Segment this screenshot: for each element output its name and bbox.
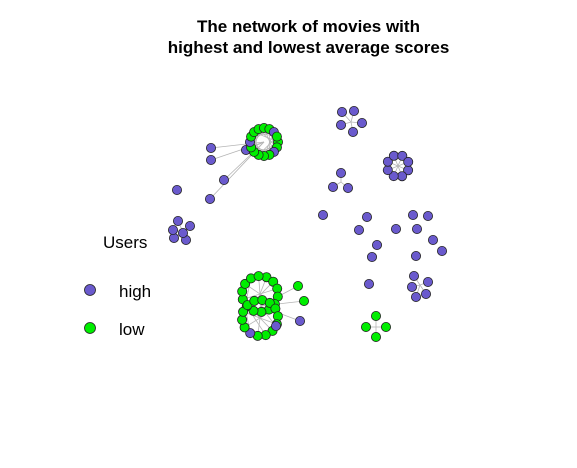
legend-marker-high: [84, 284, 96, 296]
high-user-node: [172, 215, 183, 226]
high-user-node: [420, 288, 431, 299]
high-user-node: [388, 171, 399, 182]
low-user-node: [370, 331, 381, 342]
high-user-node: [397, 171, 408, 182]
high-user-node: [361, 211, 372, 222]
high-user-node: [342, 182, 353, 193]
low-user-node: [292, 280, 303, 291]
network-nodes: [167, 106, 447, 342]
high-user-node: [356, 118, 367, 129]
high-user-node: [408, 270, 419, 281]
legend-marker-low: [84, 322, 96, 334]
high-user-node: [422, 210, 433, 221]
low-user-node: [253, 271, 264, 282]
high-user-node: [397, 150, 408, 161]
high-user-node: [422, 276, 433, 287]
chart-title-line-2: highest and lowest average scores: [167, 38, 450, 57]
high-user-node: [347, 127, 358, 138]
low-user-node: [380, 321, 391, 332]
high-user-node: [403, 156, 414, 167]
high-user-node: [406, 281, 417, 292]
high-user-node: [390, 223, 401, 234]
network-edge: [210, 141, 265, 149]
legend-label-high: high: [119, 282, 152, 301]
high-user-node: [184, 220, 195, 231]
high-user-node: [205, 142, 216, 153]
high-user-node: [436, 245, 447, 256]
chart-title-line-1: The network of movies with: [197, 17, 420, 36]
high-user-node: [363, 278, 374, 289]
high-user-node: [336, 107, 347, 118]
high-user-node: [410, 291, 421, 302]
high-user-node: [167, 224, 178, 235]
legend-title: Users: [103, 233, 148, 252]
low-user-node: [370, 310, 381, 321]
high-user-node: [348, 106, 359, 117]
high-user-node: [366, 251, 377, 262]
high-user-node: [411, 223, 422, 234]
low-user-node: [271, 131, 282, 142]
high-user-node: [335, 167, 346, 178]
legend-label-low: low: [119, 320, 145, 339]
high-user-node: [382, 156, 393, 167]
high-user-node: [371, 239, 382, 250]
high-user-node: [171, 184, 182, 195]
high-user-node: [335, 120, 346, 131]
high-user-node: [218, 174, 229, 185]
high-user-node: [270, 320, 281, 331]
high-user-node: [205, 154, 216, 165]
low-user-node: [298, 295, 309, 306]
high-user-node: [294, 315, 305, 326]
high-user-node: [427, 234, 438, 245]
high-user-node: [410, 250, 421, 261]
high-user-node: [388, 150, 399, 161]
high-user-node: [353, 224, 364, 235]
low-user-node: [360, 321, 371, 332]
chart-title: The network of movies with highest and l…: [0, 16, 577, 58]
high-user-node: [382, 165, 393, 176]
network-edge: [242, 311, 278, 325]
high-user-node: [204, 193, 215, 204]
high-user-node: [177, 227, 188, 238]
high-user-node: [317, 209, 328, 220]
high-user-node: [327, 181, 338, 192]
high-user-node: [407, 209, 418, 220]
